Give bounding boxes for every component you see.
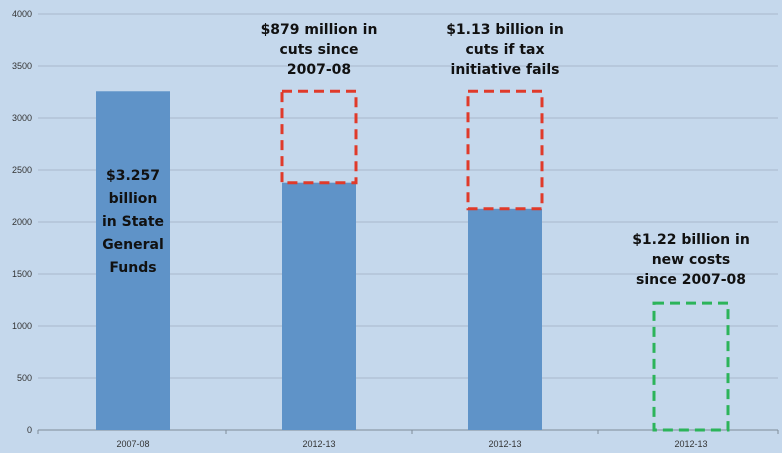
bar-1 bbox=[282, 182, 356, 430]
annotation-1-line-1: cuts since bbox=[279, 42, 358, 58]
annotation-3-line-1: new costs bbox=[652, 252, 731, 268]
annotation-2-line-2: initiative fails bbox=[451, 62, 560, 78]
dashed-box-2 bbox=[652, 301, 730, 432]
annotation-0-line-1: billion bbox=[109, 191, 158, 207]
y-tick-label-2000: 2000 bbox=[12, 217, 32, 227]
annotation-1-line-0: $879 million in bbox=[261, 22, 378, 38]
annotation-0-line-2: in State bbox=[102, 214, 164, 230]
y-tick-label-3000: 3000 bbox=[12, 113, 32, 123]
y-tick-label-1500: 1500 bbox=[12, 269, 32, 279]
annotation-2-line-0: $1.13 billion in bbox=[446, 22, 564, 38]
annotation-2-line-1: cuts if tax bbox=[465, 42, 544, 58]
annotation-1-line-2: 2007-08 bbox=[287, 62, 351, 78]
y-tick-label-4000: 4000 bbox=[12, 9, 32, 19]
x-tick-label-3: 2012-13 bbox=[674, 439, 707, 449]
annotation-0-line-4: Funds bbox=[109, 260, 156, 276]
annotation-3-line-2: since 2007-08 bbox=[636, 272, 746, 288]
y-tick-label-500: 500 bbox=[17, 373, 32, 383]
y-tick-label-0: 0 bbox=[27, 425, 32, 435]
annotation-0-line-3: General bbox=[102, 237, 164, 253]
y-tick-label-3500: 3500 bbox=[12, 61, 32, 71]
y-tick-label-1000: 1000 bbox=[12, 321, 32, 331]
annotation-3-line-0: $1.22 billion in bbox=[632, 232, 750, 248]
bar-2 bbox=[468, 208, 542, 430]
dashed-box-0 bbox=[280, 89, 358, 185]
dashed-box-1 bbox=[466, 89, 544, 211]
annotation-0-line-0: $3.257 bbox=[106, 168, 160, 184]
x-tick-label-1: 2012-13 bbox=[302, 439, 335, 449]
x-tick-label-0: 2007-08 bbox=[116, 439, 149, 449]
x-tick-label-2: 2012-13 bbox=[488, 439, 521, 449]
bar-0 bbox=[96, 91, 170, 430]
y-tick-label-2500: 2500 bbox=[12, 165, 32, 175]
